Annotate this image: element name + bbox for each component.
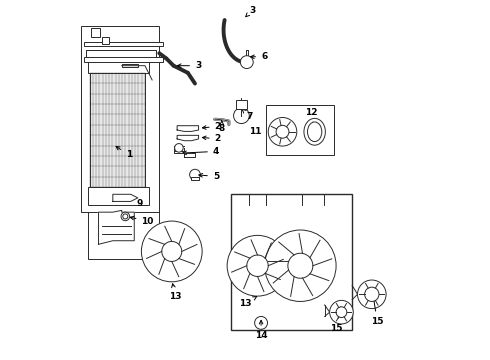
Bar bbox=[84, 42, 163, 46]
Bar bbox=[88, 202, 159, 258]
Circle shape bbox=[247, 255, 268, 276]
Ellipse shape bbox=[304, 118, 325, 145]
Circle shape bbox=[227, 235, 288, 296]
Circle shape bbox=[142, 221, 202, 282]
Circle shape bbox=[288, 253, 313, 278]
Text: 14: 14 bbox=[255, 320, 268, 340]
Bar bbox=[90, 73, 145, 187]
Text: 9: 9 bbox=[136, 199, 143, 208]
Text: 15: 15 bbox=[371, 291, 383, 325]
Text: 10: 10 bbox=[130, 216, 154, 226]
Circle shape bbox=[276, 125, 289, 138]
Text: 13: 13 bbox=[169, 284, 182, 301]
Circle shape bbox=[336, 307, 347, 318]
Bar bbox=[86, 50, 156, 59]
Circle shape bbox=[255, 316, 268, 329]
Circle shape bbox=[241, 56, 253, 68]
Polygon shape bbox=[177, 126, 198, 131]
Text: 8: 8 bbox=[219, 121, 225, 133]
Circle shape bbox=[234, 108, 249, 123]
Circle shape bbox=[162, 242, 182, 261]
Text: 11: 11 bbox=[248, 127, 261, 136]
Bar bbox=[102, 37, 109, 44]
Text: 15: 15 bbox=[330, 307, 343, 333]
Text: 4: 4 bbox=[183, 147, 219, 156]
Polygon shape bbox=[173, 152, 195, 157]
Circle shape bbox=[190, 169, 200, 180]
Text: 2: 2 bbox=[202, 134, 221, 143]
Circle shape bbox=[358, 280, 386, 309]
Circle shape bbox=[365, 287, 379, 301]
Bar bbox=[231, 194, 352, 330]
Bar bbox=[84, 57, 163, 62]
Text: 3: 3 bbox=[177, 61, 201, 70]
Text: 12: 12 bbox=[305, 108, 318, 128]
Text: 13: 13 bbox=[239, 297, 257, 308]
Bar bbox=[88, 55, 148, 73]
Text: 6: 6 bbox=[251, 52, 268, 61]
Bar bbox=[86, 50, 156, 59]
Bar bbox=[92, 28, 100, 37]
Polygon shape bbox=[113, 194, 138, 202]
Circle shape bbox=[330, 300, 353, 324]
Bar bbox=[88, 187, 148, 205]
Circle shape bbox=[121, 212, 130, 221]
Ellipse shape bbox=[308, 122, 322, 141]
Text: 7: 7 bbox=[242, 109, 253, 121]
Circle shape bbox=[268, 117, 297, 146]
Bar bbox=[267, 105, 334, 155]
Bar bbox=[191, 177, 199, 180]
Text: 5: 5 bbox=[199, 172, 219, 181]
Bar bbox=[81, 26, 159, 212]
Text: 3: 3 bbox=[246, 6, 255, 17]
Text: 2: 2 bbox=[202, 122, 221, 131]
Circle shape bbox=[265, 230, 336, 301]
Polygon shape bbox=[98, 210, 134, 244]
Bar bbox=[122, 64, 138, 67]
Bar bbox=[236, 100, 247, 109]
Circle shape bbox=[123, 214, 128, 219]
Polygon shape bbox=[177, 135, 198, 141]
Circle shape bbox=[174, 144, 183, 152]
Text: 1: 1 bbox=[116, 147, 132, 159]
